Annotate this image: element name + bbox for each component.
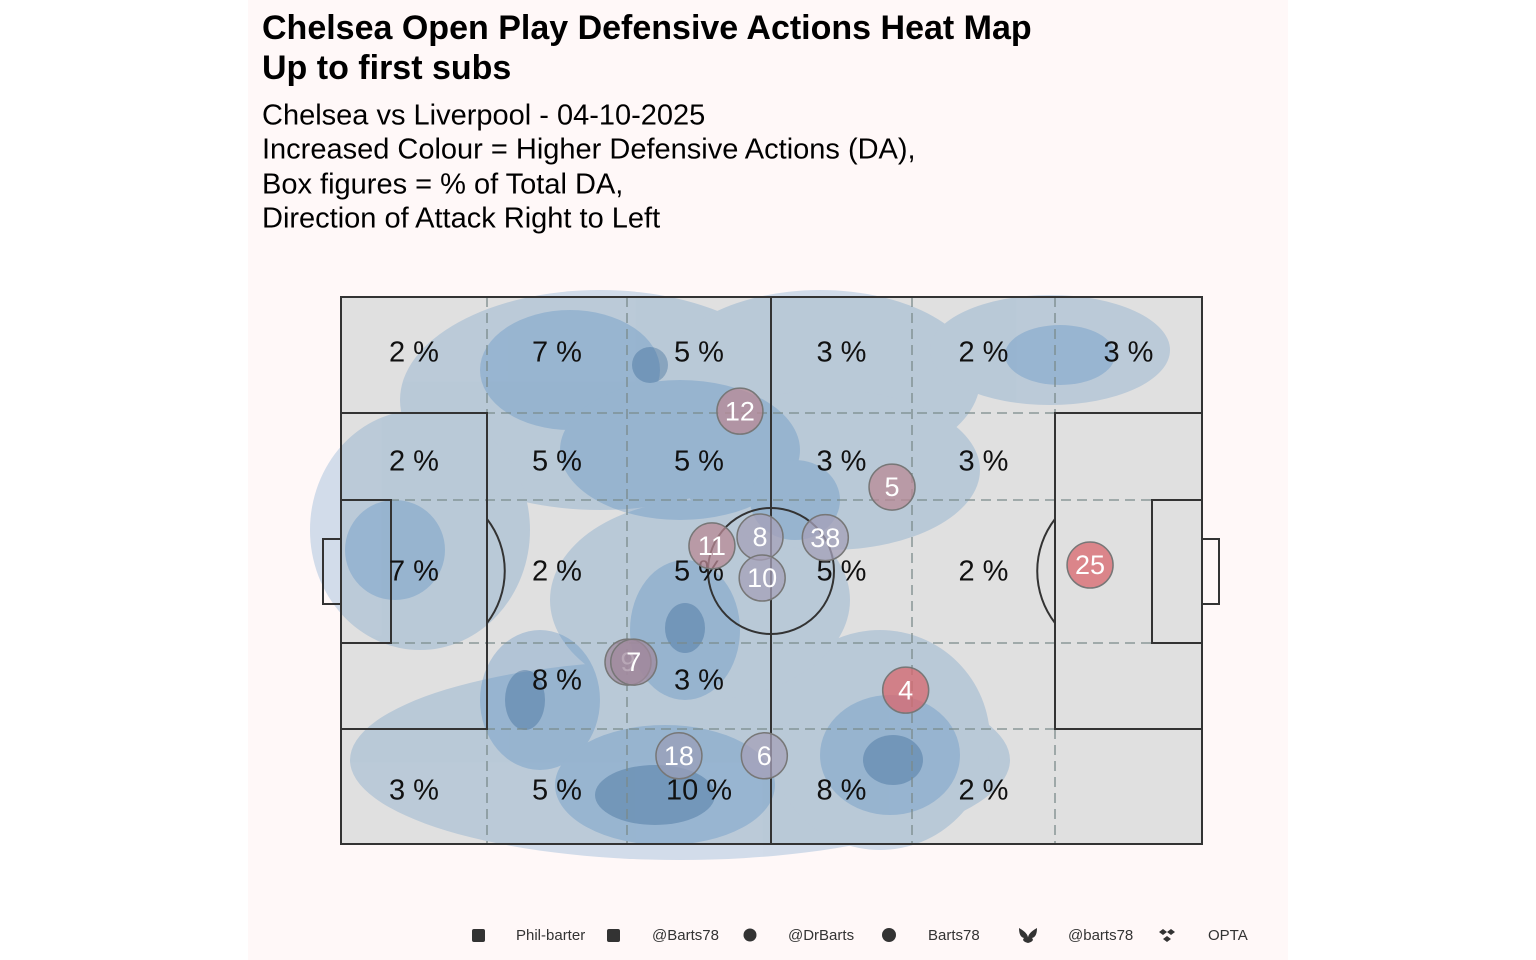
zone-label: 3 % [817, 446, 867, 478]
player-number: 10 [747, 563, 777, 593]
player-number: 6 [757, 741, 772, 771]
player-number: 38 [810, 523, 840, 553]
player-marker [881, 666, 930, 714]
zone-label: 3 % [389, 775, 439, 807]
footer-handle: @Barts78 [652, 927, 719, 944]
footer: Phil-barter @Barts78 @DrBarts Barts78 @b… [472, 927, 1248, 944]
player-number: 8 [753, 522, 768, 552]
x-icon [607, 929, 620, 942]
zone-label: 3 % [817, 337, 867, 369]
title-line: Chelsea Open Play Defensive Actions Heat… [262, 9, 1032, 47]
linkedin-icon [472, 929, 485, 942]
zone-label: 2 % [959, 775, 1009, 807]
footer-source: OPTA [1208, 927, 1248, 944]
zone-label: 2 % [389, 446, 439, 478]
zone-label: 8 % [817, 775, 867, 807]
zone-label: 7 % [532, 337, 582, 369]
player-marker [1066, 541, 1114, 589]
zone-label: 2 % [959, 337, 1009, 369]
github-icon [882, 928, 896, 942]
pitch-lines [322, 296, 1220, 845]
mastodon-icon [743, 928, 757, 942]
zone-label: 2 % [959, 556, 1009, 588]
zone-label: 5 % [674, 337, 724, 369]
subtitle-line: Box figures = % of Total DA, [262, 169, 623, 201]
player-number: 4 [898, 675, 913, 705]
zone-label: 7 % [389, 556, 439, 588]
subtitle-line: Direction of Attack Right to Left [262, 203, 660, 235]
player-marker [738, 554, 786, 602]
zone-label: 10 % [666, 775, 732, 807]
bluesky-icon [1019, 928, 1037, 943]
player-number: 11 [698, 531, 726, 561]
player-marker [740, 732, 789, 780]
player-marker [868, 463, 916, 511]
player-marker [688, 522, 736, 570]
player-number: 5 [885, 472, 900, 502]
zone-label: 2 % [389, 337, 439, 369]
footer-handle: @DrBarts [788, 927, 854, 944]
zone-label: 3 % [674, 665, 724, 697]
player-marker [801, 513, 850, 562]
zone-label: 3 % [1104, 337, 1154, 369]
zone-label: 2 % [532, 556, 582, 588]
zone-label: 5 % [532, 446, 582, 478]
subtitle: Chelsea vs Liverpool - 04-10-2025 Increa… [262, 100, 916, 235]
player-marker [609, 638, 658, 686]
zone-label: 5 % [674, 446, 724, 478]
player-marker [655, 732, 703, 780]
title-line: Up to first subs [262, 49, 511, 87]
footer-handle: Phil-barter [516, 927, 585, 944]
subtitle-line: Increased Colour = Higher Defensive Acti… [262, 134, 916, 166]
zone-label: 8 % [532, 665, 582, 697]
player-number: 18 [664, 741, 694, 771]
zones: 2 % 7 % 5 % 3 % 2 % 3 % 2 % 5 % 5 % 3 % 3 % 7 % 2 % 5… [389, 337, 1154, 807]
dropbox-icon [1159, 929, 1175, 942]
players: 125838111025974186 [604, 387, 1114, 780]
player-number: 7 [626, 647, 641, 677]
zone-label: 3 % [959, 446, 1009, 478]
zone-label: 5 % [532, 775, 582, 807]
subtitle-line: Chelsea vs Liverpool - 04-10-2025 [262, 100, 705, 132]
footer-handle: @barts78 [1068, 927, 1133, 944]
player-number: 12 [725, 396, 755, 426]
footer-handle: Barts78 [928, 927, 980, 944]
player-number: 25 [1075, 550, 1105, 580]
player-marker [716, 387, 764, 435]
